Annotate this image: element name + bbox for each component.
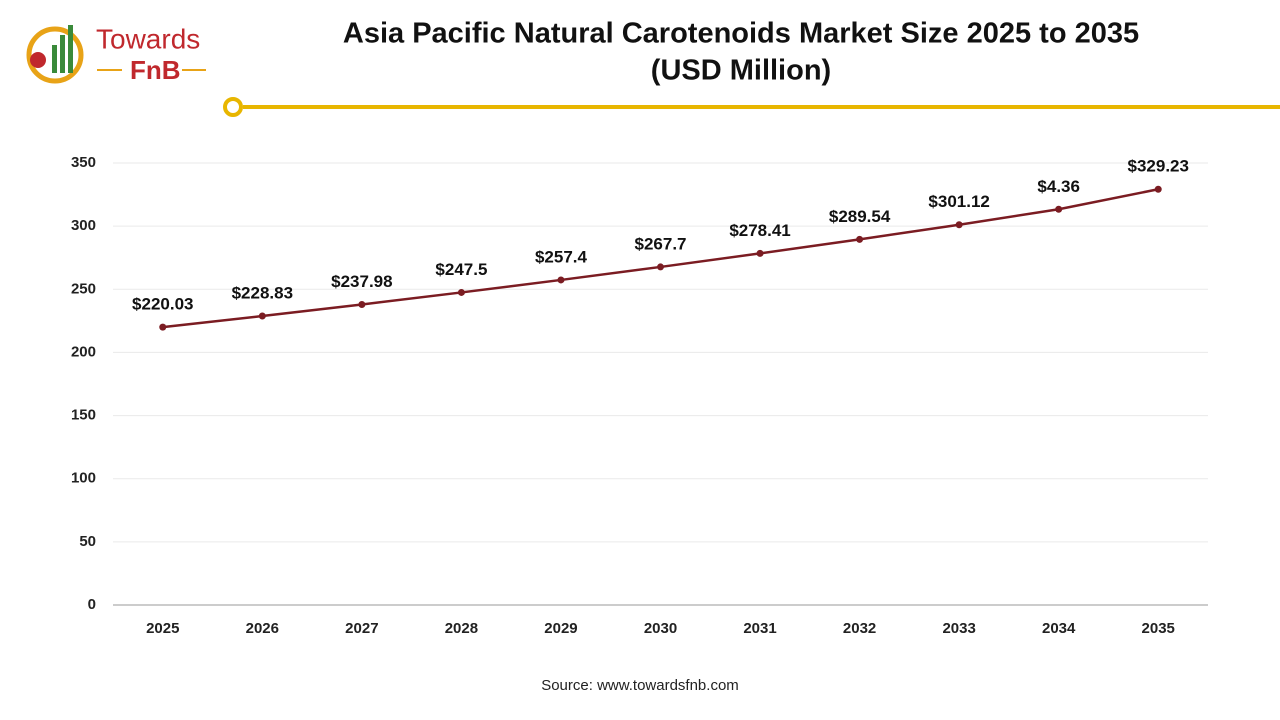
x-tick-label: 2027 xyxy=(345,620,378,637)
data-label: $329.23 xyxy=(1128,157,1189,176)
y-tick-label: 100 xyxy=(71,470,96,487)
chart-title: Asia Pacific Natural Carotenoids Market … xyxy=(343,18,1139,50)
data-label: $247.5 xyxy=(435,260,487,279)
x-tick-label: 2034 xyxy=(1042,620,1076,637)
data-label: $278.41 xyxy=(729,221,790,240)
logo: Towards FnB xyxy=(26,23,206,85)
x-tick-label: 2033 xyxy=(942,620,975,637)
data-label: $267.7 xyxy=(635,234,687,253)
y-tick-label: 50 xyxy=(79,533,96,550)
data-point xyxy=(457,288,465,296)
data-label: $228.83 xyxy=(232,284,293,303)
data-label: $4.36 xyxy=(1037,177,1080,196)
chart-subtitle: (USD Million) xyxy=(651,55,831,87)
y-tick-label: 300 xyxy=(71,217,96,234)
data-label: $257.4 xyxy=(535,247,588,266)
logo-apple xyxy=(30,52,46,68)
logo-bar xyxy=(52,45,57,73)
logo-ring xyxy=(26,26,84,84)
data-point xyxy=(955,221,963,229)
x-tick-label: 2028 xyxy=(445,620,478,637)
data-point xyxy=(1055,205,1063,213)
x-tick-label: 2025 xyxy=(146,620,179,637)
y-tick-label: 250 xyxy=(71,280,96,297)
logo-bar xyxy=(60,35,65,73)
data-label: $301.12 xyxy=(928,192,989,211)
x-tick-label: 2031 xyxy=(743,620,776,637)
data-label: $289.54 xyxy=(829,207,891,226)
data-point xyxy=(258,312,266,320)
y-tick-label: 0 xyxy=(88,596,96,613)
data-point xyxy=(756,249,764,257)
data-point xyxy=(1154,185,1162,193)
data-point xyxy=(358,300,366,308)
logo-text: Towards xyxy=(96,23,200,54)
x-tick-label: 2032 xyxy=(843,620,876,637)
source: Source: www.towardsfnb.com xyxy=(541,677,739,694)
data-point xyxy=(159,323,167,331)
x-tick-label: 2030 xyxy=(644,620,677,637)
data-point xyxy=(856,235,864,243)
data-point xyxy=(657,263,664,271)
y-tick-label: 200 xyxy=(71,343,96,360)
data-label: $237.98 xyxy=(331,272,392,291)
data-point xyxy=(557,276,565,284)
y-tick-label: 150 xyxy=(71,407,96,424)
x-tick-label: 2035 xyxy=(1142,620,1175,637)
series-line xyxy=(162,188,1159,329)
data-label: $220.03 xyxy=(132,295,193,314)
y-tick-label: 350 xyxy=(71,154,96,171)
logo-text: FnB xyxy=(130,55,181,85)
header-dot xyxy=(223,97,243,117)
x-tick-label: 2026 xyxy=(246,620,279,637)
logo-bar xyxy=(68,25,73,73)
x-tick-label: 2029 xyxy=(544,620,577,637)
